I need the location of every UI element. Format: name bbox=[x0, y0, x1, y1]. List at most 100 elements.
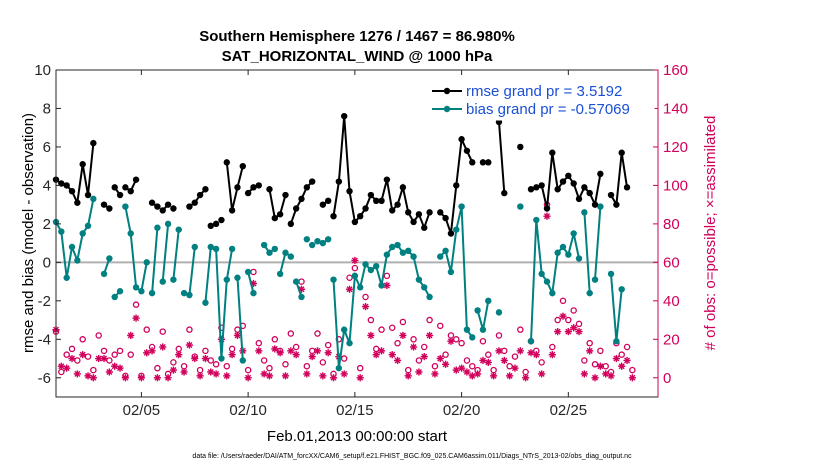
possible-obs-marker bbox=[324, 341, 332, 349]
bias-point bbox=[426, 293, 433, 301]
bias-line bbox=[172, 229, 180, 280]
rmse-point bbox=[618, 149, 625, 156]
rmse-point bbox=[570, 180, 577, 187]
rmse-point bbox=[426, 209, 433, 216]
bias-point bbox=[79, 230, 86, 237]
assimilated-obs-marker bbox=[63, 364, 71, 372]
rmse-point bbox=[389, 207, 396, 214]
bias-point bbox=[175, 226, 182, 233]
possible-obs-marker bbox=[90, 366, 97, 374]
rmse-point bbox=[335, 178, 343, 185]
assimilated-obs-marker bbox=[313, 347, 322, 355]
bias-point bbox=[244, 268, 252, 276]
bias-point bbox=[228, 245, 236, 253]
bias-point bbox=[469, 334, 476, 341]
bias-point bbox=[613, 338, 620, 345]
bias-point bbox=[287, 253, 295, 260]
bias-line bbox=[247, 271, 255, 294]
assimilated-obs-marker bbox=[73, 370, 81, 378]
assimilated-obs-marker bbox=[602, 370, 610, 378]
assimilated-obs-marker bbox=[127, 331, 135, 340]
assimilated-obs-marker bbox=[95, 354, 103, 363]
bias-line bbox=[204, 245, 234, 359]
bias-point bbox=[116, 288, 124, 295]
bias-point bbox=[415, 276, 423, 283]
rmse-point bbox=[271, 214, 279, 222]
bias-point bbox=[421, 284, 428, 291]
possible-obs-marker bbox=[346, 274, 353, 281]
rmse-series bbox=[52, 112, 631, 237]
legend-bias-marker bbox=[443, 105, 451, 113]
bias-point bbox=[218, 355, 225, 362]
assimilated-obs-marker bbox=[105, 368, 113, 376]
possible-obs-marker bbox=[287, 330, 295, 337]
bias-point bbox=[223, 276, 230, 283]
possible-obs-marker bbox=[175, 345, 182, 353]
x-tick-label: 02/10 bbox=[229, 402, 267, 419]
assimilated-obs-marker bbox=[628, 374, 636, 382]
assimilated-obs-marker bbox=[468, 372, 476, 380]
bias-point bbox=[138, 288, 145, 295]
possible-obs-marker bbox=[319, 359, 327, 366]
bias-point bbox=[127, 230, 134, 237]
bias-point bbox=[111, 293, 118, 301]
assimilated-obs-marker bbox=[372, 351, 380, 359]
rmse-point bbox=[559, 178, 567, 185]
rmse-point bbox=[266, 186, 273, 193]
assimilated-obs-marker bbox=[345, 285, 354, 293]
assimilated-obs-marker bbox=[265, 372, 274, 380]
possible-obs-marker bbox=[629, 366, 636, 374]
bias-point bbox=[170, 276, 177, 283]
chart-title: Southern Hemisphere 1276 / 1467 = 86.980… bbox=[199, 28, 515, 45]
assimilated-obs-marker bbox=[223, 372, 231, 380]
rmse-point bbox=[453, 182, 460, 189]
possible-obs-marker bbox=[223, 362, 231, 370]
assimilated-obs-marker bbox=[292, 351, 300, 359]
possible-obs-marker bbox=[132, 301, 140, 308]
rmse-point bbox=[303, 184, 311, 191]
assimilated-obs-marker bbox=[329, 374, 338, 382]
rmse-point bbox=[79, 161, 86, 168]
rmse-line bbox=[610, 152, 628, 208]
y-tick-label: 0 bbox=[43, 254, 51, 271]
assimilated-obs-marker bbox=[244, 374, 252, 382]
bias-point bbox=[533, 216, 540, 224]
assimilated-obs-marker bbox=[260, 370, 268, 378]
y-tick-label: -2 bbox=[38, 293, 51, 310]
possible-obs-marker bbox=[196, 366, 204, 374]
assimilated-obs-marker bbox=[340, 370, 348, 378]
y-tick-label: -6 bbox=[38, 370, 51, 387]
data-file-footer: data file: /Users/raeder/DAI/ATM_forcXX/… bbox=[192, 453, 632, 460]
rmse-line bbox=[268, 189, 287, 220]
assimilated-obs-marker bbox=[463, 368, 471, 376]
bias-point bbox=[495, 309, 503, 316]
possible-obs-marker bbox=[367, 316, 375, 324]
possible-obs-marker bbox=[426, 316, 433, 324]
assimilated-obs-marker bbox=[281, 372, 290, 380]
bias-point bbox=[437, 253, 444, 260]
rmse-point bbox=[362, 205, 369, 212]
y2-tick-label: 160 bbox=[663, 62, 688, 79]
legend-rmse-marker bbox=[443, 87, 451, 95]
possible-obs-marker bbox=[415, 357, 423, 364]
assimilated-obs-marker bbox=[452, 366, 460, 374]
possible-obs-marker bbox=[511, 353, 519, 360]
assimilated-obs-marker bbox=[420, 353, 428, 361]
possible-obs-marker bbox=[463, 357, 471, 364]
rmse-point bbox=[122, 184, 129, 191]
possible-obs-marker bbox=[143, 326, 150, 333]
rmse-point bbox=[319, 201, 327, 208]
rmse-point bbox=[191, 199, 198, 206]
y-tick-label: 8 bbox=[43, 100, 51, 117]
assimilated-obs-marker bbox=[436, 354, 444, 363]
bias-point bbox=[90, 195, 97, 203]
possible-obs-marker bbox=[554, 316, 561, 324]
possible-obs-marker bbox=[212, 361, 220, 368]
rmse-point bbox=[410, 218, 417, 226]
possible-obs-marker bbox=[420, 343, 428, 351]
rmse-point bbox=[378, 197, 385, 204]
bias-point bbox=[74, 257, 81, 264]
assimilated-obs-marker bbox=[180, 368, 188, 376]
bias-point bbox=[410, 253, 417, 260]
